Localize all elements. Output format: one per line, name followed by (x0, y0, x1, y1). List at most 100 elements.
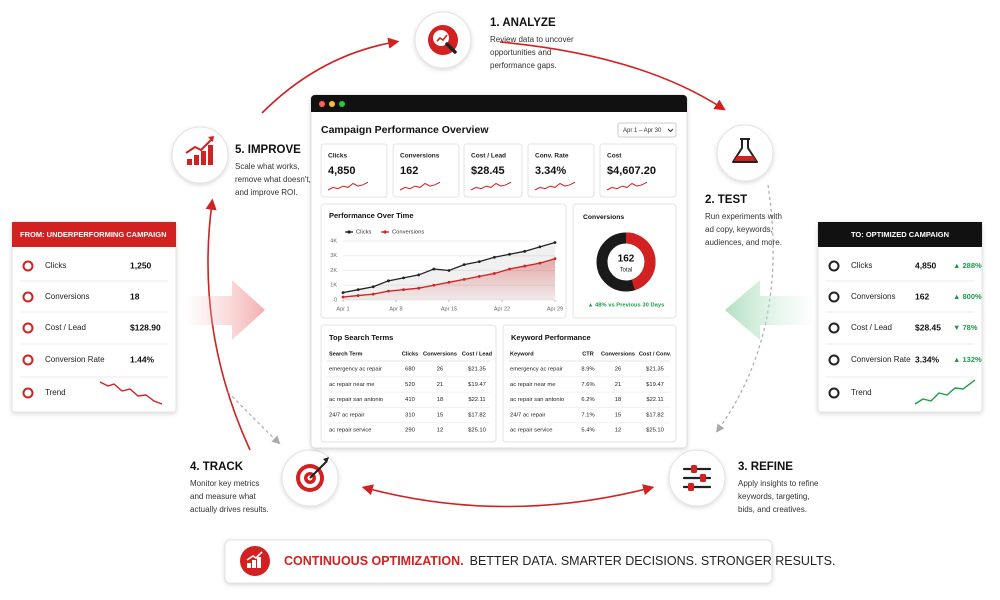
icon (309, 461, 327, 479)
panel (11, 221, 177, 413)
kpi-sparkline (470, 181, 512, 191)
row-label: Cost / Lead (45, 323, 86, 332)
donut-label: Total (620, 268, 633, 274)
step-title: 5. IMPROVE (235, 144, 301, 156)
series-point (371, 285, 375, 289)
table-cell: ac repair san antonio (510, 397, 564, 403)
x-tick-label: Apr 22 (494, 306, 510, 312)
kpi-card (320, 143, 388, 198)
step-text: and improve ROI. (235, 188, 298, 197)
step-text: Review data to uncover (490, 35, 574, 44)
y-tick-label: 0 (334, 297, 337, 303)
row-value: $28.45 (915, 322, 941, 332)
table-cell: $25.10 (646, 428, 664, 434)
table-title: Keyword Performance (511, 333, 591, 342)
big-arrow (725, 280, 815, 340)
table-cell: 21 (615, 382, 621, 388)
row-icon (828, 322, 840, 334)
chart-title: Performance Over Time (329, 211, 414, 220)
step-text: Scale what works, (235, 162, 299, 171)
icon (691, 465, 697, 473)
table-header: Keyword (510, 351, 534, 357)
kpi-value: $4,607.20 (607, 165, 656, 177)
series-point (523, 249, 527, 253)
donut-arc (596, 232, 656, 292)
series-point (371, 292, 375, 296)
row-label: Conversions (45, 292, 89, 301)
table-cell: $21.35 (646, 367, 664, 373)
icon (187, 159, 192, 165)
row-label: Trend (45, 388, 66, 397)
dashboard-title: Campaign Performance Overview (321, 124, 489, 136)
banner-icon (252, 560, 256, 568)
step-text: Run experiments with (705, 212, 782, 221)
table-cell: $17.82 (646, 412, 664, 418)
series-point (387, 289, 390, 293)
table-cell: ac repair service (329, 428, 372, 434)
table-cell: 21 (437, 382, 443, 388)
icon (734, 156, 756, 161)
legend-swatch (347, 230, 351, 234)
series-point (417, 273, 421, 277)
banner-tagline: BETTER DATA. SMARTER DECISIONS. STRONGER… (470, 554, 836, 568)
table-header: Search Term (329, 351, 363, 357)
series-area (343, 258, 555, 300)
flow-arrow (205, 198, 251, 451)
donut-change: ▲ 48% vs Previous 30 Days (588, 303, 665, 309)
table-cell: 6.2% (581, 397, 594, 403)
row-value: 1.44% (130, 354, 155, 364)
series-point (523, 264, 527, 268)
flow-arrow (361, 484, 655, 508)
row-label: Conversion Rate (45, 355, 105, 364)
series-point (341, 291, 345, 295)
banner-icon (257, 557, 261, 568)
table-cell: $19.47 (468, 382, 486, 388)
kpi-sparkline (534, 181, 576, 191)
row-label: Conversion Rate (851, 355, 911, 364)
row-icon (22, 322, 34, 334)
step-text: actually drives results. (190, 505, 269, 514)
table-cell: $19.47 (646, 382, 664, 388)
y-tick-label: 1K (330, 283, 337, 289)
step-text: ad copy, keywords, (705, 225, 773, 234)
row-value: 18 (130, 291, 140, 301)
row-change: ▲ 800% (953, 292, 982, 301)
table-cell: 680 (405, 367, 415, 373)
series-point (432, 267, 436, 271)
row-value: 3.34% (915, 354, 940, 364)
series-point (447, 280, 451, 284)
kpi-label: Cost / Lead (471, 153, 506, 160)
table-cell: 15 (615, 412, 621, 418)
y-tick-label: 2K (330, 268, 337, 274)
table-header: Conversions (423, 351, 457, 357)
series-point (402, 288, 405, 292)
row-change: ▼ 78% (953, 323, 978, 332)
panel (817, 221, 983, 413)
series-point (493, 255, 496, 259)
row-value: 1,250 (130, 260, 152, 270)
step-text: audiences, and more. (705, 238, 782, 247)
kpi-sparkline (399, 181, 441, 191)
icon (323, 457, 329, 463)
series-point (477, 275, 481, 278)
icon (185, 138, 213, 154)
table-cell: 15 (437, 412, 443, 418)
step-title: 3. REFINE (738, 461, 793, 473)
series-point (462, 263, 466, 266)
table-cell: 410 (405, 397, 415, 403)
row-label: Trend (851, 388, 872, 397)
table-cell: 310 (405, 412, 415, 418)
kpi-label: Conv. Rate (535, 153, 569, 160)
series-point (493, 272, 496, 275)
panel-title: TO: OPTIMIZED CAMPAIGN (851, 230, 949, 239)
table-cell: emergency ac repair (510, 367, 563, 373)
y-tick-label: 4K (330, 238, 337, 244)
step-title: 4. TRACK (190, 461, 244, 473)
icon (700, 474, 706, 482)
x-tick-label: Apr 15 (441, 306, 457, 312)
flow-arrow (227, 391, 281, 445)
kpi-value: 4,850 (328, 165, 356, 177)
legend-label: Conversions (392, 230, 424, 236)
kpi-card (392, 143, 460, 198)
